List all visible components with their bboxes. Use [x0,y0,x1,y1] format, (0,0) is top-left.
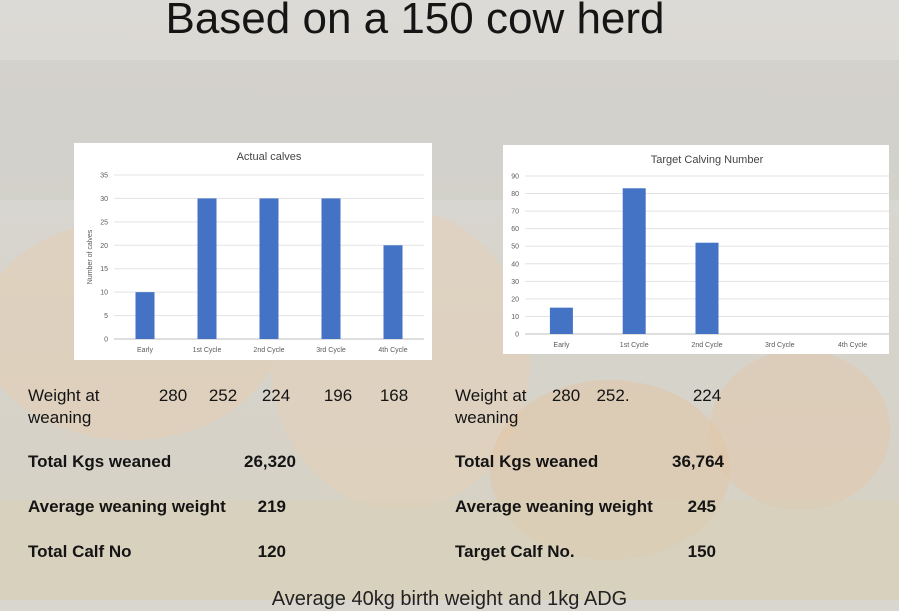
y-tick-label: 30 [511,279,519,286]
x-tick-label: 1st Cycle [620,342,649,349]
bar [695,242,719,334]
left-weight-value: 168 [379,386,409,405]
x-tick-label: 2nd Cycle [691,342,722,349]
bar [549,307,573,334]
x-tick-label: Early [553,342,569,349]
bar [383,245,403,339]
y-tick-label: 10 [100,290,108,297]
target-calving-chart-svg: Target Calving Number 0 10 20 30 40 50 60 70 80 90… [511,154,889,349]
x-tick-label: 2nd Cycle [253,347,284,354]
right-weight-value: 280 [551,386,581,405]
right-average-weight-value: 245 [687,497,716,516]
actual-calves-chart: Actual calves 0 5 10 15 20 25 30 35 Number of cal… [74,143,432,360]
y-tick-label: 0 [104,337,108,344]
y-tick-label: 10 [511,314,519,321]
chart-title: Target Calving Number [651,154,764,166]
bar [622,188,646,334]
right-calf-no-value: 150 [687,542,716,561]
x-tick-label: 4th Cycle [378,347,407,354]
y-tick-label: 35 [100,173,108,180]
x-tick-label: 3rd Cycle [765,342,795,349]
y-tick-label: 50 [511,244,519,251]
y-tick-label: 20 [511,296,519,303]
left-total-kgs-value: 26,320 [244,452,296,471]
bar [321,198,341,339]
right-total-kgs-label: Total Kgs weaned [455,452,599,471]
y-tick-label: 15 [100,266,108,273]
left-weight-label-line2: weaning [28,408,92,427]
bar [135,292,155,339]
left-weight-value: 252 [208,386,238,405]
bar [259,198,279,339]
x-tick-label: 4th Cycle [838,342,867,349]
left-weight-value: 224 [261,386,291,405]
x-tick-label: 3rd Cycle [316,347,346,354]
left-calf-no-label: Total Calf No [28,542,132,561]
target-calving-chart: Target Calving Number 0 10 20 30 40 50 60 70 80 90… [503,145,889,354]
chart-title: Actual calves [237,151,302,163]
left-weight-value: 280 [158,386,188,405]
y-tick-label: 5 [104,313,108,320]
y-tick-label: 0 [515,332,519,339]
y-tick-label: 40 [511,261,519,268]
actual-calves-chart-svg: Actual calves 0 5 10 15 20 25 30 35 Number of cal… [87,151,424,354]
y-axis-label: Number of calves [87,229,94,284]
left-calf-no-value: 120 [257,542,286,561]
y-tick-label: 30 [100,196,108,203]
right-calf-no-label: Target Calf No. [455,542,575,561]
bar [197,198,217,339]
left-weight-label-line1: Weight at [28,386,100,405]
right-weight-label-line2: weaning [455,408,519,427]
right-average-weight-label: Average weaning weight [455,497,653,516]
left-weight-value: 196 [323,386,353,405]
right-weight-value: 252. [596,386,630,405]
left-average-weight-value: 219 [257,497,286,516]
right-weight-label-line1: Weight at [455,386,527,405]
y-tick-label: 20 [100,243,108,250]
right-total-kgs-value: 36,764 [672,452,724,471]
right-weight-value: 224 [692,386,722,405]
y-tick-label: 90 [511,174,519,181]
y-tick-label: 80 [511,191,519,198]
page-title: Based on a 150 cow herd [165,0,665,43]
y-tick-label: 25 [100,219,108,226]
x-tick-label: 1st Cycle [193,347,222,354]
x-tick-label: Early [137,347,153,354]
y-tick-label: 60 [511,226,519,233]
left-total-kgs-label: Total Kgs weaned [28,452,172,471]
left-average-weight-label: Average weaning weight [28,497,226,516]
y-tick-label: 70 [511,209,519,216]
